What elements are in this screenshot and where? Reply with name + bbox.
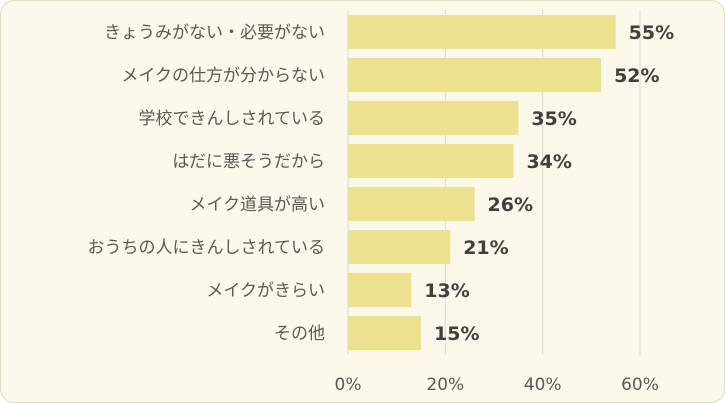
- bar: [348, 230, 451, 264]
- category-label: 学校できんしされている: [139, 109, 326, 129]
- category-label: その他: [274, 324, 325, 344]
- category-label: おうちの人にきんしされている: [88, 238, 326, 258]
- data-label: 52%: [614, 65, 659, 87]
- data-label: 15%: [434, 323, 479, 345]
- category-label: メイクの仕方が分からない: [121, 66, 325, 86]
- bar: [348, 273, 412, 307]
- data-label: 55%: [629, 22, 674, 44]
- bar: [348, 101, 519, 135]
- category-label: メイクがきらい: [206, 281, 325, 301]
- category-label: きょうみがない・必要がない: [104, 23, 325, 43]
- x-tick-label: 60%: [621, 375, 659, 395]
- data-label: 34%: [526, 151, 571, 173]
- data-label: 21%: [463, 237, 508, 259]
- bar: [348, 15, 616, 49]
- data-label: 13%: [424, 280, 469, 302]
- bar: [348, 144, 514, 178]
- category-label: はだに悪そうだから: [172, 152, 325, 172]
- category-label: メイク道具が高い: [189, 195, 325, 215]
- bar: [348, 316, 421, 350]
- bar: [348, 58, 602, 92]
- x-tick-label: 40%: [524, 375, 562, 395]
- bar: [348, 187, 475, 221]
- data-label: 26%: [488, 194, 533, 216]
- x-tick-label: 0%: [335, 375, 362, 395]
- x-tick-label: 20%: [426, 375, 464, 395]
- data-label: 35%: [531, 108, 576, 130]
